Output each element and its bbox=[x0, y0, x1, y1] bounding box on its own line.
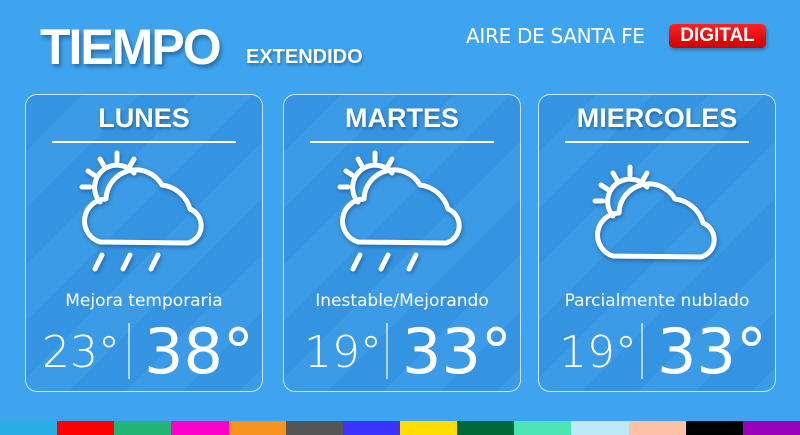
color-swatch bbox=[685, 421, 743, 435]
forecast-description: Inestable/Mejorando bbox=[315, 291, 489, 311]
temperature-separator bbox=[641, 323, 643, 379]
divider bbox=[565, 141, 749, 143]
color-swatch bbox=[171, 421, 229, 435]
color-swatch bbox=[514, 421, 572, 435]
temperature-separator bbox=[128, 323, 130, 379]
min-temperature: 23° bbox=[42, 327, 120, 378]
color-swatch bbox=[742, 421, 800, 435]
max-temperature: 33° bbox=[402, 315, 512, 388]
forecast-description: Mejora temporaria bbox=[65, 291, 223, 311]
color-swatch bbox=[0, 421, 58, 435]
page-subtitle: EXTENDIDO bbox=[246, 46, 363, 68]
min-temperature: 19° bbox=[559, 327, 637, 378]
max-temperature: 38° bbox=[144, 315, 254, 388]
max-temperature: 33° bbox=[657, 315, 767, 388]
forecast-description: Parcialmente nublado bbox=[564, 291, 750, 311]
day-name: LUNES bbox=[98, 103, 190, 133]
forecast-card-martes: MARTES Inestable/Mejorando 19° 33° bbox=[283, 94, 521, 392]
color-swatch bbox=[342, 421, 400, 435]
color-swatch bbox=[114, 421, 172, 435]
color-swatch bbox=[399, 421, 458, 435]
color-swatch bbox=[228, 421, 286, 435]
cloud-sun-rain-icon bbox=[337, 150, 462, 272]
color-swatch bbox=[285, 421, 343, 435]
day-name: MIERCOLES bbox=[576, 103, 738, 133]
brand-name: AIRE DE SANTA FE bbox=[466, 24, 645, 48]
cloud-sun-rain-icon bbox=[79, 150, 204, 272]
min-temperature: 19° bbox=[304, 327, 382, 378]
forecast-card-lunes: LUNES Mejora temporaria 23° 38° bbox=[25, 94, 263, 392]
page-title: TIEMPO bbox=[40, 19, 222, 75]
divider bbox=[310, 141, 494, 143]
temperature-separator bbox=[386, 323, 388, 379]
cloud-sun-icon bbox=[592, 164, 717, 260]
day-name: MARTES bbox=[345, 103, 459, 133]
color-swatch bbox=[57, 421, 115, 435]
color-strip bbox=[0, 421, 800, 435]
forecast-card-miercoles: MIERCOLES Parcialmente nublado 19° 33° bbox=[538, 94, 776, 392]
color-swatch bbox=[628, 421, 686, 435]
color-swatch bbox=[457, 421, 515, 435]
color-swatch bbox=[571, 421, 629, 435]
digital-badge: DIGITAL bbox=[669, 24, 766, 48]
divider bbox=[52, 141, 236, 143]
